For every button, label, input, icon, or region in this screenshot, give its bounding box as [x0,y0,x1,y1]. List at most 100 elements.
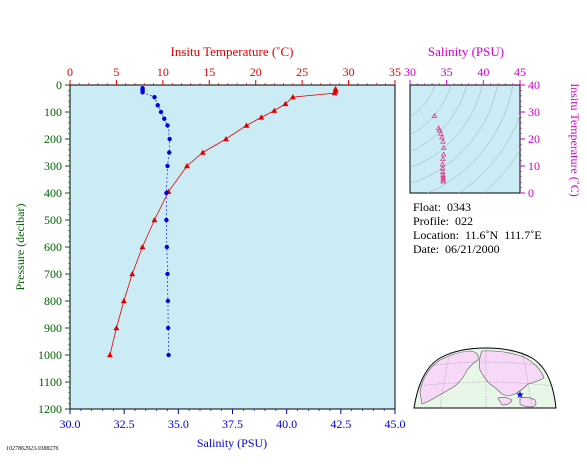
density-contour [483,149,520,193]
salinity-point [166,352,171,358]
ts-salinity-tick-label: 30 [404,65,416,79]
salinity-axis-label: Salinity (PSU) [197,436,267,450]
ts-salinity-axis-label: Salinity (PSU) [428,44,504,59]
salinity-tick-label: 35.0 [168,417,189,431]
pressure-tick-label: 0 [56,78,62,92]
salinity-tick-label: 37.5 [222,417,243,431]
pressure-tick-label: 200 [44,132,62,146]
ts-temperature-tick-label: 40 [528,78,540,92]
density-contour [410,85,468,152]
ts-point [440,151,447,157]
salinity-point [164,244,170,250]
ts-point [437,130,444,136]
salinity-tick-label: 40.0 [276,417,297,431]
profile-number: Profile: 022 [413,214,473,228]
image-id-text: 1027862923.0388276 [6,446,59,452]
salinity-point [155,103,160,108]
ts-point [440,176,447,182]
map-land [479,350,545,396]
temperature-line [109,89,336,356]
density-contour [410,85,483,169]
salinity-point [167,136,172,142]
ts-diagram: Salinity (PSU) Insitu Temperature (˚C) 3… [404,44,582,200]
salinity-tick-label: 30.0 [60,417,81,431]
salinity-point [164,190,169,196]
pressure-tick-label: 900 [44,321,62,335]
salinity-tick-label: 32.5 [114,417,135,431]
temperature-tick-label: 20 [250,65,262,79]
temperature-axis-label: Insitu Temperature (˚C) [170,44,293,59]
ts-point [439,134,445,140]
ts-temperature-tick-label: 30 [528,105,540,119]
ts-temperature-tick-label: 0 [528,186,534,200]
temperature-point [139,244,146,250]
float-id: Float: 0343 [413,200,472,214]
temperature-point [271,107,278,113]
pressure-tick-label: 600 [44,240,62,254]
temperature-point [120,298,127,304]
location-map: ★ [413,347,557,409]
ts-salinity-tick-label: 40 [477,65,489,79]
salinity-tick-label: 45.0 [385,417,406,431]
temperature-tick-label: 30 [343,65,355,79]
pressure-tick-label: 1100 [38,375,62,389]
salinity-point [164,217,169,223]
profile-plot: Insitu Temperature (˚C) Salinity (PSU) P… [13,44,406,450]
density-contour [427,85,513,193]
pressure-tick-label: 400 [44,186,62,200]
temperature-point [331,90,338,96]
density-contour [458,114,520,193]
ts-point [431,112,438,118]
temperature-point [129,271,136,277]
date: Date: 06/21/2000 [413,242,500,256]
temperature-point [199,149,206,155]
salinity-point [165,298,171,304]
temperature-tick-label: 10 [157,65,169,79]
ts-temperature-tick-label: 20 [528,132,540,146]
temperature-point [282,100,289,107]
temperature-point [106,352,113,358]
temperature-tick-label: 35 [389,65,401,79]
map-gridline [417,348,555,409]
temperature-point [184,163,190,169]
temperature-tick-label: 25 [296,65,308,79]
salinity-point [152,94,157,100]
pressure-tick-label: 300 [44,159,62,173]
float-position-marker: ★ [516,390,525,401]
density-contour [410,85,452,136]
density-contour [410,85,436,118]
map-land [497,397,513,406]
salinity-point [158,109,164,115]
temperature-point [223,136,229,142]
pressure-tick-label: 1200 [38,402,62,416]
ts-points [431,112,447,184]
pressure-tick-label: 700 [44,267,62,281]
density-contours [410,85,520,193]
temperature-point [258,114,265,120]
salinity-tick-label: 42.5 [330,417,351,431]
salinity-point [162,116,167,121]
ts-point [440,138,446,144]
salinity-point [140,90,145,95]
temperature-tick-label: 5 [113,65,119,79]
pressure-tick-label: 500 [44,213,62,227]
profile-axes: 0 5 10 15 20 25 30 35 30.0 32.5 35.0 37.5 40.0 42.5 45… [38,65,406,431]
pressure-tick-label: 100 [44,105,62,119]
temperature-point [113,325,120,331]
salinity-series [140,86,172,358]
temperature-point [243,122,250,128]
pressure-tick-label: 800 [44,294,62,308]
salinity-point [165,271,170,277]
temperature-tick-label: 0 [67,65,73,79]
ts-salinity-tick-label: 45 [514,65,526,79]
location: Location: 11.6˚N 111.7˚E [413,228,542,242]
ts-point [440,156,446,161]
pressure-tick-label: 1000 [38,348,62,362]
salinity-point [165,123,170,128]
density-contour [410,85,498,184]
salinity-point [165,325,171,331]
temperature-point [151,217,158,223]
ts-temperature-axis-label: Insitu Temperature (˚C) [568,83,582,197]
